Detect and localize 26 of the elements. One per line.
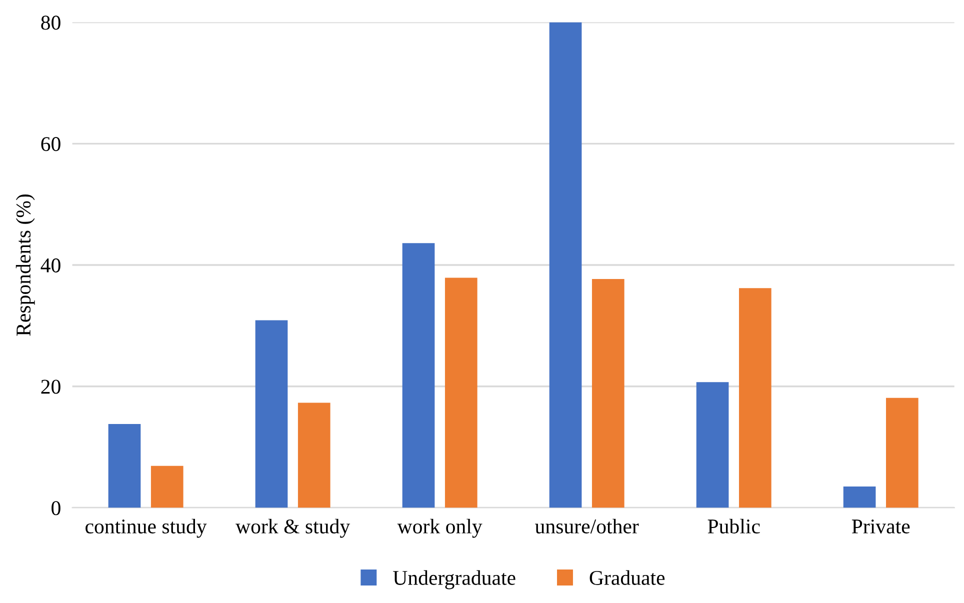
bar (108, 424, 141, 508)
y-axis-title: Respondents (%) (16, 194, 35, 336)
x-tick-label: work only (397, 518, 482, 538)
x-tick-label: continue study (86, 518, 207, 538)
bar (444, 278, 478, 508)
legend-label: Undergraduate (393, 570, 516, 590)
bar (402, 243, 435, 508)
y-tick-label: 60 (41, 137, 60, 152)
y-tick-label: 0 (52, 501, 60, 516)
legend-label: Graduate (590, 570, 665, 585)
bar (255, 320, 288, 508)
x-tick-label: Public (708, 518, 760, 534)
x-tick-label: work & study (236, 518, 350, 538)
bar (150, 466, 184, 508)
x-tick-label: unsure/other (535, 518, 639, 534)
bar (843, 486, 876, 508)
bar (886, 398, 918, 508)
bar (549, 22, 582, 508)
y-tick-label: 20 (41, 380, 60, 394)
x-tick-label: Private (852, 520, 910, 534)
y-tick-label: 40 (40, 258, 60, 272)
bar (298, 402, 330, 508)
bar (738, 288, 772, 508)
y-tick-label: 80 (41, 16, 60, 30)
bar (696, 382, 729, 508)
bar (592, 278, 624, 508)
